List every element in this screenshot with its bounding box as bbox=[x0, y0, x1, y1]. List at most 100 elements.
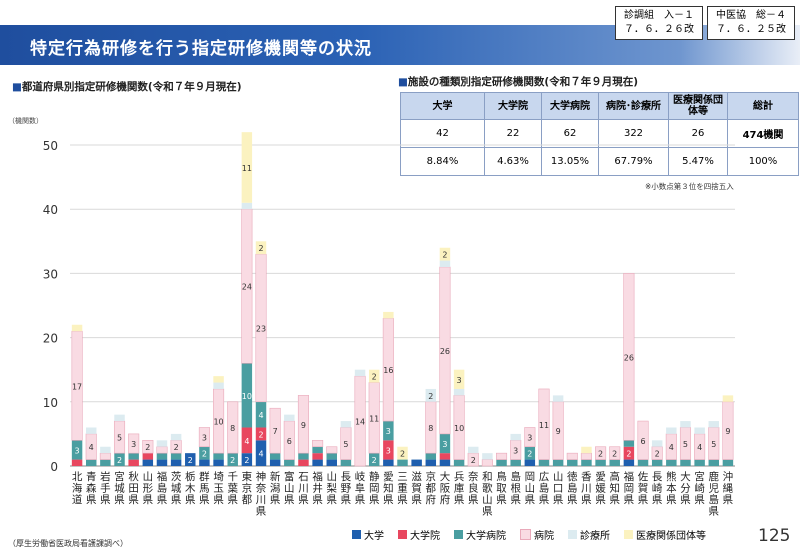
legend-item: 大学 bbox=[352, 527, 384, 542]
data-label: 2 bbox=[230, 456, 235, 465]
bar-segment bbox=[637, 420, 649, 460]
x-tick-label-char: 城 bbox=[114, 483, 125, 495]
legend-swatch bbox=[398, 530, 407, 539]
data-label: 4 bbox=[669, 443, 674, 452]
doc-id-1-line1: 診調組 入－１ bbox=[624, 10, 694, 21]
data-label: 3 bbox=[513, 446, 518, 455]
bar-segment bbox=[170, 459, 182, 466]
x-tick-label-char: 京 bbox=[426, 470, 437, 483]
bar-segment bbox=[425, 459, 437, 466]
x-tick-label-char: 川 bbox=[256, 494, 267, 506]
x-tick-label-char: 知 bbox=[609, 482, 620, 495]
x-tick-label-char: 栃 bbox=[185, 470, 196, 483]
bar-segment bbox=[538, 388, 550, 460]
x-tick-label-char: 島 bbox=[709, 493, 720, 506]
data-label: 10 bbox=[213, 418, 223, 427]
bar-segment bbox=[71, 440, 83, 460]
bar-segment bbox=[439, 453, 451, 460]
x-tick-label-char: 府 bbox=[426, 493, 437, 506]
legend-swatch bbox=[624, 530, 633, 539]
x-tick-label-char: 山 bbox=[482, 494, 493, 506]
bar-segment bbox=[156, 459, 168, 466]
data-label: 9 bbox=[301, 421, 306, 430]
data-label: 4 bbox=[89, 443, 94, 452]
bar-segment bbox=[156, 440, 168, 447]
x-tick-label-char: 熊 bbox=[666, 470, 677, 483]
bar-segment bbox=[213, 382, 224, 389]
data-label: 8 bbox=[230, 424, 235, 433]
x-tick-label-char: 海 bbox=[72, 482, 83, 495]
x-tick-label-char: 玉 bbox=[213, 483, 224, 495]
x-tick-label-char: 本 bbox=[666, 482, 677, 495]
bar-segment bbox=[453, 388, 465, 396]
table-row: 42 22 62 322 26 474機関 bbox=[400, 119, 799, 148]
data-label: 2 bbox=[598, 450, 603, 459]
x-tick-label-char: 山 bbox=[284, 483, 295, 495]
x-tick-label-char: 県 bbox=[496, 494, 507, 506]
x-tick-label-char: 石 bbox=[298, 471, 309, 483]
bar-segment bbox=[623, 440, 635, 447]
data-label: 2 bbox=[527, 450, 532, 459]
legend-label: 大学 bbox=[364, 531, 384, 542]
x-tick-label-char: 神 bbox=[256, 470, 267, 483]
x-tick-label-char: 都 bbox=[426, 483, 437, 495]
bar-segment bbox=[156, 446, 168, 454]
bar-segment bbox=[114, 414, 125, 422]
bar-segment bbox=[383, 421, 394, 441]
x-tick-label-char: 県 bbox=[256, 506, 267, 518]
data-label: 10 bbox=[454, 424, 464, 433]
bar-segment bbox=[567, 459, 578, 466]
x-tick-label-char: 県 bbox=[510, 494, 521, 506]
x-tick-label-char: 沖 bbox=[723, 470, 734, 483]
x-tick-label-char: 山 bbox=[525, 483, 536, 495]
x-tick-label-char: 森 bbox=[86, 482, 97, 495]
right-section-title-text: 施設の種類別指定研修機関数(令和７年９月現在) bbox=[407, 76, 639, 88]
x-tick-label-char: 島 bbox=[157, 482, 168, 495]
bar-segment bbox=[651, 459, 663, 466]
data-label: 2 bbox=[258, 244, 263, 253]
bar-segment bbox=[439, 260, 451, 267]
x-tick-label-char: 鹿 bbox=[709, 470, 720, 483]
legend-label: 診療所 bbox=[580, 531, 610, 542]
x-tick-label-char: 大 bbox=[680, 470, 691, 483]
bar-segment bbox=[255, 401, 267, 428]
x-tick-label-char: 青 bbox=[86, 470, 97, 483]
x-tick-label-char: 福 bbox=[624, 470, 635, 483]
data-label: 9 bbox=[725, 427, 730, 436]
data-label: 2 bbox=[258, 430, 263, 439]
x-tick-label-char: 県 bbox=[680, 494, 691, 506]
legend-label: 病院 bbox=[534, 531, 554, 542]
x-tick-label-char: 県 bbox=[553, 494, 564, 506]
bar-segment bbox=[609, 459, 620, 466]
data-label: 4 bbox=[244, 437, 249, 446]
bar-segment bbox=[213, 453, 224, 460]
bar-segment bbox=[722, 395, 734, 402]
bar-segment bbox=[383, 440, 394, 460]
bar-segment bbox=[241, 363, 253, 428]
table-cell: 26 bbox=[668, 119, 728, 148]
bar-segment bbox=[680, 459, 691, 466]
table-cell: 67.79% bbox=[598, 147, 669, 176]
x-tick-label-char: 島 bbox=[539, 482, 550, 495]
legend-label: 大学院 bbox=[410, 531, 440, 542]
bar-segment bbox=[142, 440, 154, 454]
data-label: 17 bbox=[72, 382, 82, 391]
bar-segment bbox=[284, 459, 295, 466]
x-tick-label-char: 田 bbox=[128, 483, 139, 495]
bar-segment bbox=[255, 427, 267, 441]
bar-segment bbox=[580, 452, 592, 460]
x-tick-label-char: 三 bbox=[397, 471, 408, 483]
bar-segment bbox=[170, 433, 182, 441]
x-tick-label-char: 宮 bbox=[694, 470, 705, 483]
bar-segment bbox=[510, 433, 521, 441]
data-label: 2 bbox=[117, 456, 122, 465]
bar-segment bbox=[680, 421, 691, 428]
square-bullet-icon: ■ bbox=[398, 76, 408, 88]
bar-segment bbox=[255, 241, 267, 255]
bar-segment bbox=[623, 446, 635, 460]
bar-segment bbox=[326, 446, 338, 454]
x-tick-label-char: 県 bbox=[567, 494, 578, 506]
bar-segment bbox=[255, 440, 267, 466]
x-tick-label-char: 千 bbox=[227, 471, 238, 483]
x-tick-label-char: 秋 bbox=[128, 470, 139, 483]
